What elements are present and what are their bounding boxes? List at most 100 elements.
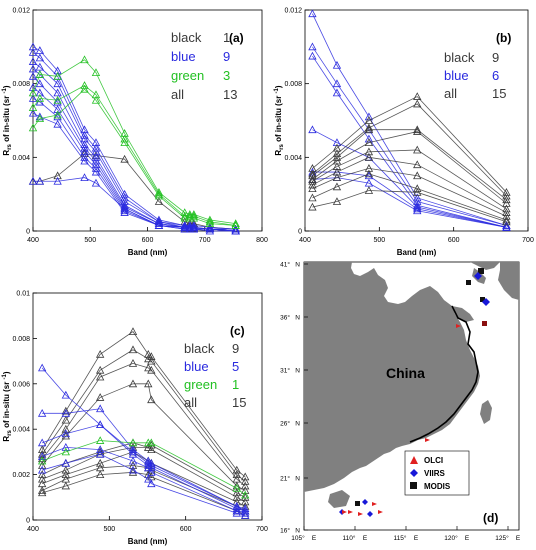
y-tick-label: 0.008 xyxy=(12,336,30,343)
data-point-blue xyxy=(91,143,101,152)
data-point-black xyxy=(61,465,70,474)
data-point-blue xyxy=(413,204,422,213)
data-point-blue xyxy=(232,508,241,517)
data-point-black xyxy=(232,465,241,474)
data-point-green xyxy=(28,123,38,132)
data-point-blue xyxy=(53,79,62,88)
data-point-blue xyxy=(28,64,38,73)
data-point-blue xyxy=(308,125,317,134)
data-point-blue xyxy=(28,94,38,102)
data-point-black xyxy=(96,372,105,381)
data-point-black xyxy=(502,195,511,204)
data-point-black xyxy=(413,171,422,180)
viirs-marker xyxy=(362,499,368,505)
data-point-blue xyxy=(332,138,342,147)
map-x-tick-label: 120° xyxy=(444,534,458,542)
data-point-blue xyxy=(147,458,156,467)
x-tick-label: 700 xyxy=(199,237,211,244)
data-point-blue xyxy=(154,221,164,229)
olci-marker xyxy=(348,510,353,514)
olci-legend-label: OLCI xyxy=(424,456,443,465)
data-point-blue xyxy=(61,429,70,438)
y-tick-label: 0.01 xyxy=(16,291,30,298)
y-tick-label: 0 xyxy=(298,229,302,236)
series-line-black xyxy=(33,153,236,230)
data-point-black xyxy=(364,164,374,172)
data-point-black xyxy=(308,169,317,178)
y-axis-label: Rrs of in-situ (sr -1) xyxy=(2,85,13,155)
data-point-black xyxy=(147,440,156,449)
data-point-blue xyxy=(28,48,38,56)
map-legend: OLCI VIIRS MODIS xyxy=(404,450,470,496)
olci-legend-symbol xyxy=(410,456,418,464)
series-line-blue xyxy=(42,453,246,516)
data-point-black xyxy=(37,461,47,469)
map-y-tick-label: 41° xyxy=(280,261,290,269)
series-line-blue xyxy=(312,13,507,226)
data-point-blue xyxy=(502,222,511,231)
data-point-green xyxy=(205,215,215,224)
data-point-green xyxy=(189,211,199,220)
data-point-blue xyxy=(35,97,45,106)
data-point-blue xyxy=(205,226,215,235)
data-point-black xyxy=(147,365,156,374)
data-point-black xyxy=(147,352,156,360)
data-point-black xyxy=(413,99,422,108)
data-point-black xyxy=(364,169,374,178)
data-point-green xyxy=(180,208,189,216)
x-axis-label: Band (nm) xyxy=(128,248,168,257)
data-point-blue xyxy=(91,138,101,147)
panel-label: (b) xyxy=(496,31,511,45)
data-point-black xyxy=(232,488,241,497)
data-point-blue xyxy=(35,112,45,121)
data-point-black xyxy=(241,477,250,485)
data-point-black xyxy=(53,171,62,180)
data-point-black xyxy=(308,180,317,189)
data-point-black xyxy=(332,182,342,191)
data-point-blue xyxy=(128,465,138,474)
series-line-green xyxy=(42,440,246,496)
data-point-blue xyxy=(35,46,45,54)
data-point-blue xyxy=(80,134,89,143)
data-point-blue xyxy=(332,79,342,88)
data-point-green xyxy=(189,213,199,222)
legend-count: 5 xyxy=(232,359,239,374)
x-tick-label: 500 xyxy=(373,237,385,244)
data-point-green xyxy=(185,213,195,222)
data-point-blue xyxy=(308,42,317,51)
data-point-blue xyxy=(308,51,317,60)
data-point-black xyxy=(147,395,156,404)
data-point-blue xyxy=(37,363,47,372)
data-point-green xyxy=(35,94,45,102)
data-point-blue xyxy=(231,224,240,233)
data-point-blue xyxy=(61,408,70,417)
y-tick-label: 0.004 xyxy=(12,155,30,162)
map-x-tick-label: 105° xyxy=(291,534,305,542)
data-point-black xyxy=(128,345,138,354)
data-point-black xyxy=(61,481,70,490)
legend-count: 15 xyxy=(232,395,246,410)
data-point-blue xyxy=(308,9,317,18)
data-point-black xyxy=(241,481,250,490)
legend-name: black xyxy=(171,30,202,45)
data-point-black xyxy=(413,184,422,193)
map-y-tick-label: 36° xyxy=(280,314,290,322)
data-point-black xyxy=(364,123,374,132)
data-point-green xyxy=(80,55,89,64)
data-point-black xyxy=(61,470,70,479)
series-line-black xyxy=(41,465,246,512)
data-point-blue xyxy=(241,508,250,517)
x-tick-label: 600 xyxy=(180,526,192,533)
shandong-peninsula xyxy=(452,306,474,322)
data-point-blue xyxy=(80,147,89,156)
legend-name: all xyxy=(444,86,457,101)
series-line-blue xyxy=(33,177,236,232)
data-point-blue xyxy=(35,176,45,185)
data-point-black xyxy=(502,187,511,196)
y-tick-label: 0.008 xyxy=(12,81,30,88)
data-point-black xyxy=(144,363,153,372)
legend-name: green xyxy=(184,377,217,392)
data-point-blue xyxy=(35,62,45,71)
series-line-black xyxy=(312,131,507,204)
